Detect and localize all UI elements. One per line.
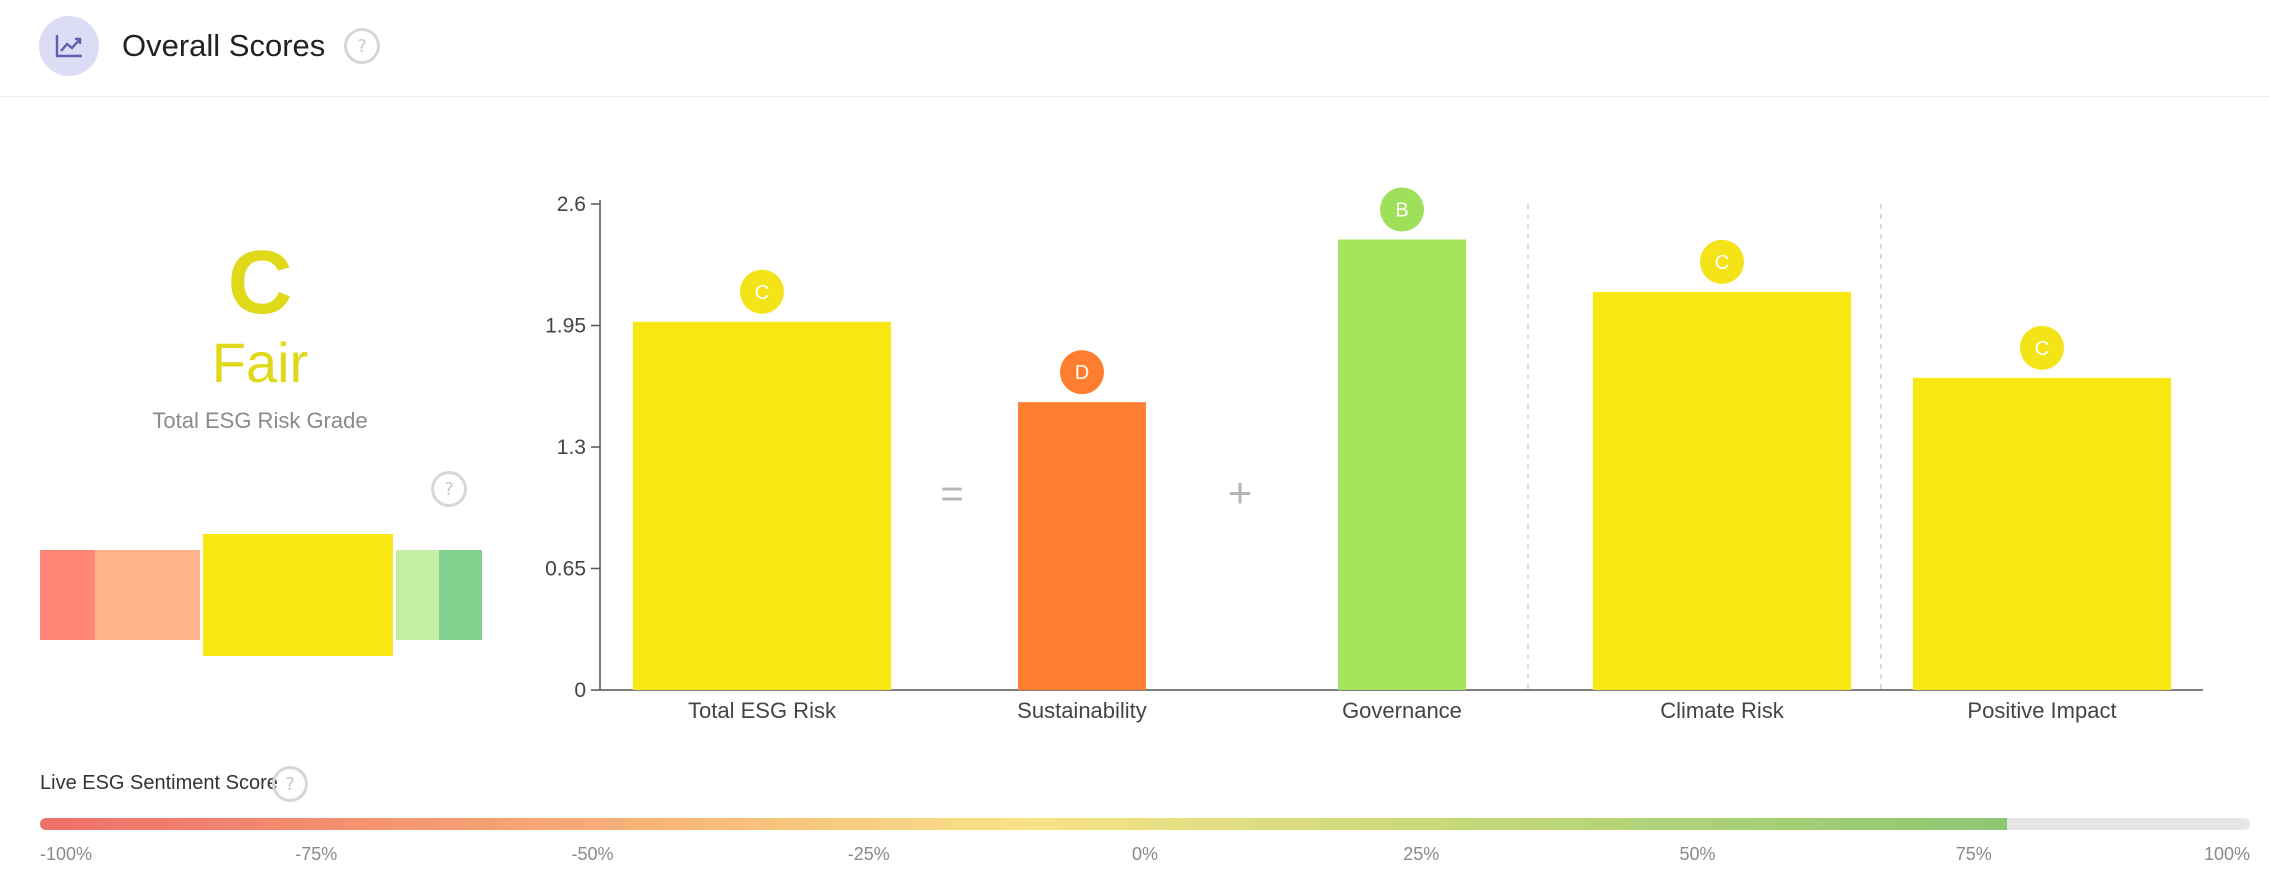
x-category-label: Total ESG Risk: [688, 698, 837, 723]
grade-badge-label: D: [1075, 362, 1089, 384]
sentiment-tick-label: 0%: [1131, 844, 1158, 864]
grade-scale-segment: [203, 534, 393, 656]
bar: [1018, 402, 1146, 690]
sentiment-tick-label: -25%: [847, 844, 890, 864]
sentiment-label: Live ESG Sentiment Score: [40, 772, 278, 794]
grade-scale-segment: [396, 550, 439, 640]
grade-badge-label: C: [755, 282, 769, 304]
sentiment-tick-label: -50%: [571, 844, 614, 864]
sentiment-tick-label: 50%: [1679, 844, 1716, 864]
grade-word: Fair: [211, 331, 309, 394]
esg-bar-chart: 0 0.65 1.3 1.95 2.6 = + C Total ESG Risk D Sustain…: [545, 187, 2203, 723]
bar: [1593, 291, 1851, 690]
y-tick-label: 0: [574, 679, 586, 702]
grade-scale-segment: [95, 550, 200, 640]
sentiment-tick-label: -100%: [40, 844, 93, 864]
grade-badge: [1380, 187, 1424, 232]
sentiment-help-icon[interactable]: ?: [272, 766, 308, 802]
chart-trend-icon: [39, 16, 99, 76]
grade-caption: Total ESG Risk Grade: [152, 408, 368, 433]
grade-letter: C: [227, 233, 293, 333]
sentiment-tick-label: -75%: [295, 844, 338, 864]
grade-badge: [2020, 325, 2064, 370]
grade-scale-segment: [40, 550, 95, 640]
plus-operator: +: [1228, 469, 1253, 516]
equals-operator: =: [940, 472, 963, 516]
bar: [633, 321, 891, 690]
grade-badge-label: C: [1715, 252, 1729, 274]
grade-help-icon[interactable]: ?: [431, 471, 467, 507]
x-category-label: Positive Impact: [1967, 698, 2116, 723]
sentiment-bar: [40, 818, 2250, 830]
grade-badge: [1060, 350, 1104, 395]
panel-header: Overall Scores ?: [0, 0, 2270, 97]
grade-badge-label: C: [2035, 338, 2049, 360]
grade-badge-label: B: [1395, 200, 1408, 222]
grade-badge: [1700, 239, 1744, 284]
sentiment-tick-label: 100%: [2203, 844, 2250, 864]
sentiment-tick-label: 75%: [1955, 844, 1992, 864]
grade-badge: [740, 269, 784, 314]
bar: [1338, 239, 1466, 690]
y-tick-label: 1.3: [557, 436, 586, 459]
bar: [1913, 377, 2171, 690]
sentiment-fill: [40, 818, 2007, 830]
help-icon[interactable]: ?: [344, 28, 380, 64]
x-category-label: Governance: [1342, 698, 1462, 723]
x-category-label: Climate Risk: [1660, 698, 1784, 723]
y-tick-label: 1.95: [545, 315, 586, 338]
sentiment-tick-label: 25%: [1403, 844, 1440, 864]
y-tick-label: 2.6: [557, 193, 586, 216]
page-title: Overall Scores: [122, 28, 326, 63]
grade-scale-segment: [439, 550, 482, 640]
x-category-label: Sustainability: [1017, 698, 1147, 723]
y-tick-label: 0.65: [545, 558, 586, 581]
